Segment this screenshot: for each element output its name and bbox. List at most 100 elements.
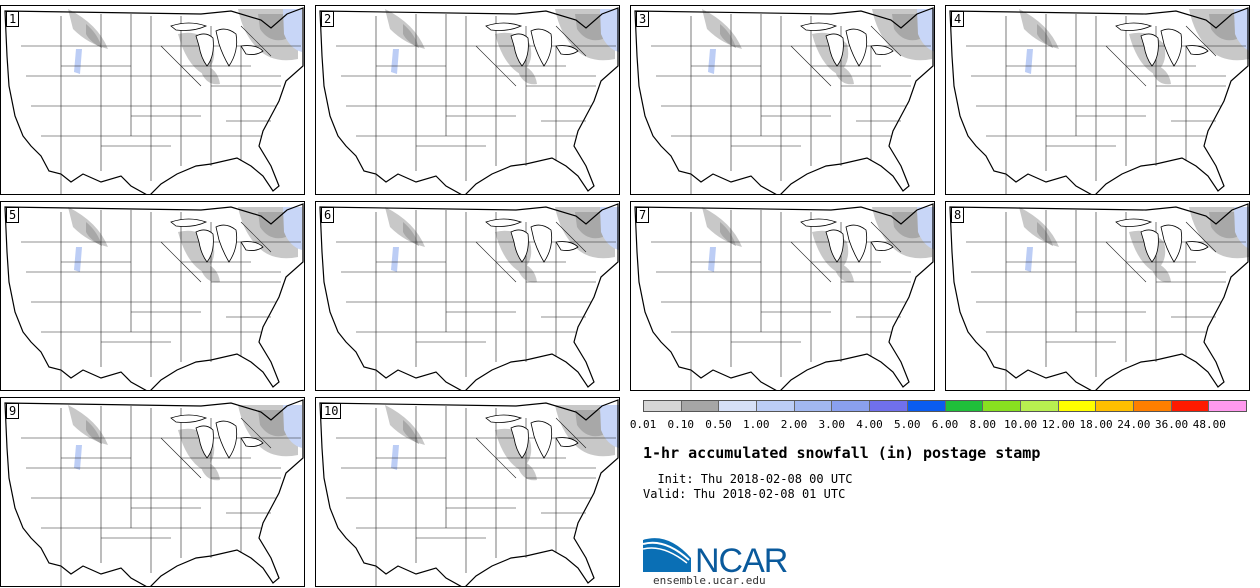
state-border	[475, 437, 517, 479]
map-svg	[949, 203, 1249, 390]
great-lake	[485, 218, 523, 227]
snowfall-shading	[702, 207, 934, 283]
plot-title: 1-hr accumulated snowfall (in) postage s…	[643, 444, 1041, 462]
snowfall-area	[1234, 207, 1249, 249]
great-lake	[1115, 218, 1153, 227]
great-lake	[485, 414, 523, 423]
great-lake	[1185, 45, 1209, 55]
coastline	[634, 203, 934, 390]
great-lake	[530, 224, 553, 263]
snowfall-area	[283, 207, 302, 250]
snowfall-area	[1153, 64, 1171, 85]
member-panel-3: 3	[630, 5, 935, 195]
great-lake	[825, 229, 844, 263]
snowfall-area	[600, 9, 619, 52]
great-lake	[195, 425, 214, 459]
great-lake	[555, 241, 579, 251]
snowfall-shading	[68, 9, 302, 85]
map-svg	[319, 203, 619, 390]
great-lake	[170, 22, 208, 31]
colorbar-tick: 3.00	[818, 418, 846, 431]
colorbar-tick: 24.00	[1117, 418, 1151, 431]
state-border	[790, 241, 832, 283]
great-lake	[510, 229, 529, 263]
snowfall-colorbar	[643, 400, 1247, 412]
snowfall-area	[391, 247, 399, 272]
great-lake	[240, 45, 264, 55]
great-lake	[530, 420, 553, 459]
colorbar-tick: 12.00	[1041, 418, 1075, 431]
member-label: 8	[951, 207, 965, 223]
great-lake	[215, 224, 238, 263]
state-border	[1105, 241, 1147, 283]
state-border	[555, 25, 587, 57]
snowfall-area	[403, 222, 419, 246]
snowfall-area	[1037, 222, 1053, 246]
coastline	[634, 7, 934, 194]
snowfall-shading	[68, 207, 302, 283]
great-lake	[510, 425, 529, 459]
map-svg	[4, 7, 304, 194]
coastline	[319, 399, 619, 586]
colorbar-segment	[1020, 401, 1059, 411]
member-label: 6	[321, 207, 335, 223]
member-panel-4: 4	[945, 5, 1250, 195]
snowfall-area	[1209, 212, 1237, 239]
colorbar-segment	[983, 401, 1021, 411]
ncar-logo-swoosh-stripe-icon	[643, 547, 688, 564]
colorbar-tick: 0.50	[705, 418, 732, 431]
snowfall-area	[519, 64, 537, 85]
great-lake	[800, 218, 838, 227]
great-lake	[555, 45, 579, 55]
snowfall-area	[575, 14, 603, 41]
member-label: 3	[636, 11, 650, 27]
member-panel-10: 10	[315, 397, 620, 587]
great-lake	[1140, 33, 1159, 67]
coastline	[4, 203, 304, 390]
colorbar-segment	[794, 401, 833, 411]
great-lake	[215, 28, 238, 67]
snowfall-area	[86, 222, 102, 246]
colorbar-tick: 1.00	[743, 418, 770, 431]
map-svg	[4, 203, 304, 390]
colorbar-segment	[644, 401, 682, 411]
colorbar-segment	[757, 401, 795, 411]
coastline	[319, 7, 619, 194]
state-border	[555, 221, 587, 253]
colorbar-tick: 4.00	[856, 418, 883, 431]
state-border	[1185, 25, 1217, 57]
member-label: 5	[6, 207, 20, 223]
snowfall-area	[600, 207, 619, 250]
snowfall-area	[720, 24, 736, 48]
ncar-logo-text: NCAR	[695, 542, 787, 576]
snowfall-area	[600, 405, 619, 448]
snowfall-area	[575, 212, 603, 239]
great-lake	[485, 22, 523, 31]
map-svg	[949, 7, 1249, 194]
snowfall-shading	[702, 9, 934, 85]
great-lake	[825, 33, 844, 67]
colorbar-tick: 8.00	[969, 418, 997, 431]
member-panel-2: 2	[315, 5, 620, 195]
snowfall-area	[836, 64, 854, 85]
coastline	[949, 203, 1249, 390]
ncar-logo-swoosh-icon	[643, 538, 691, 572]
snowfall-area	[403, 24, 419, 48]
great-lake	[170, 218, 208, 227]
great-lake	[1185, 241, 1209, 251]
map-svg	[634, 7, 934, 194]
snowfall-area	[1209, 14, 1237, 41]
great-lake	[845, 224, 868, 263]
great-lake	[510, 33, 529, 67]
colorbar-segment	[719, 401, 758, 411]
member-panel-5: 5	[0, 201, 305, 391]
state-border	[475, 45, 517, 87]
ncar-logo: NCAR	[643, 538, 788, 576]
init-time: Init: Thu 2018-02-08 00 UTC	[643, 472, 853, 486]
coastline	[319, 203, 619, 390]
great-lake	[240, 241, 264, 251]
great-lake	[195, 33, 214, 67]
colorbar-tick: 2.00	[780, 418, 808, 431]
snowfall-area	[283, 405, 302, 448]
map-svg	[634, 203, 934, 390]
